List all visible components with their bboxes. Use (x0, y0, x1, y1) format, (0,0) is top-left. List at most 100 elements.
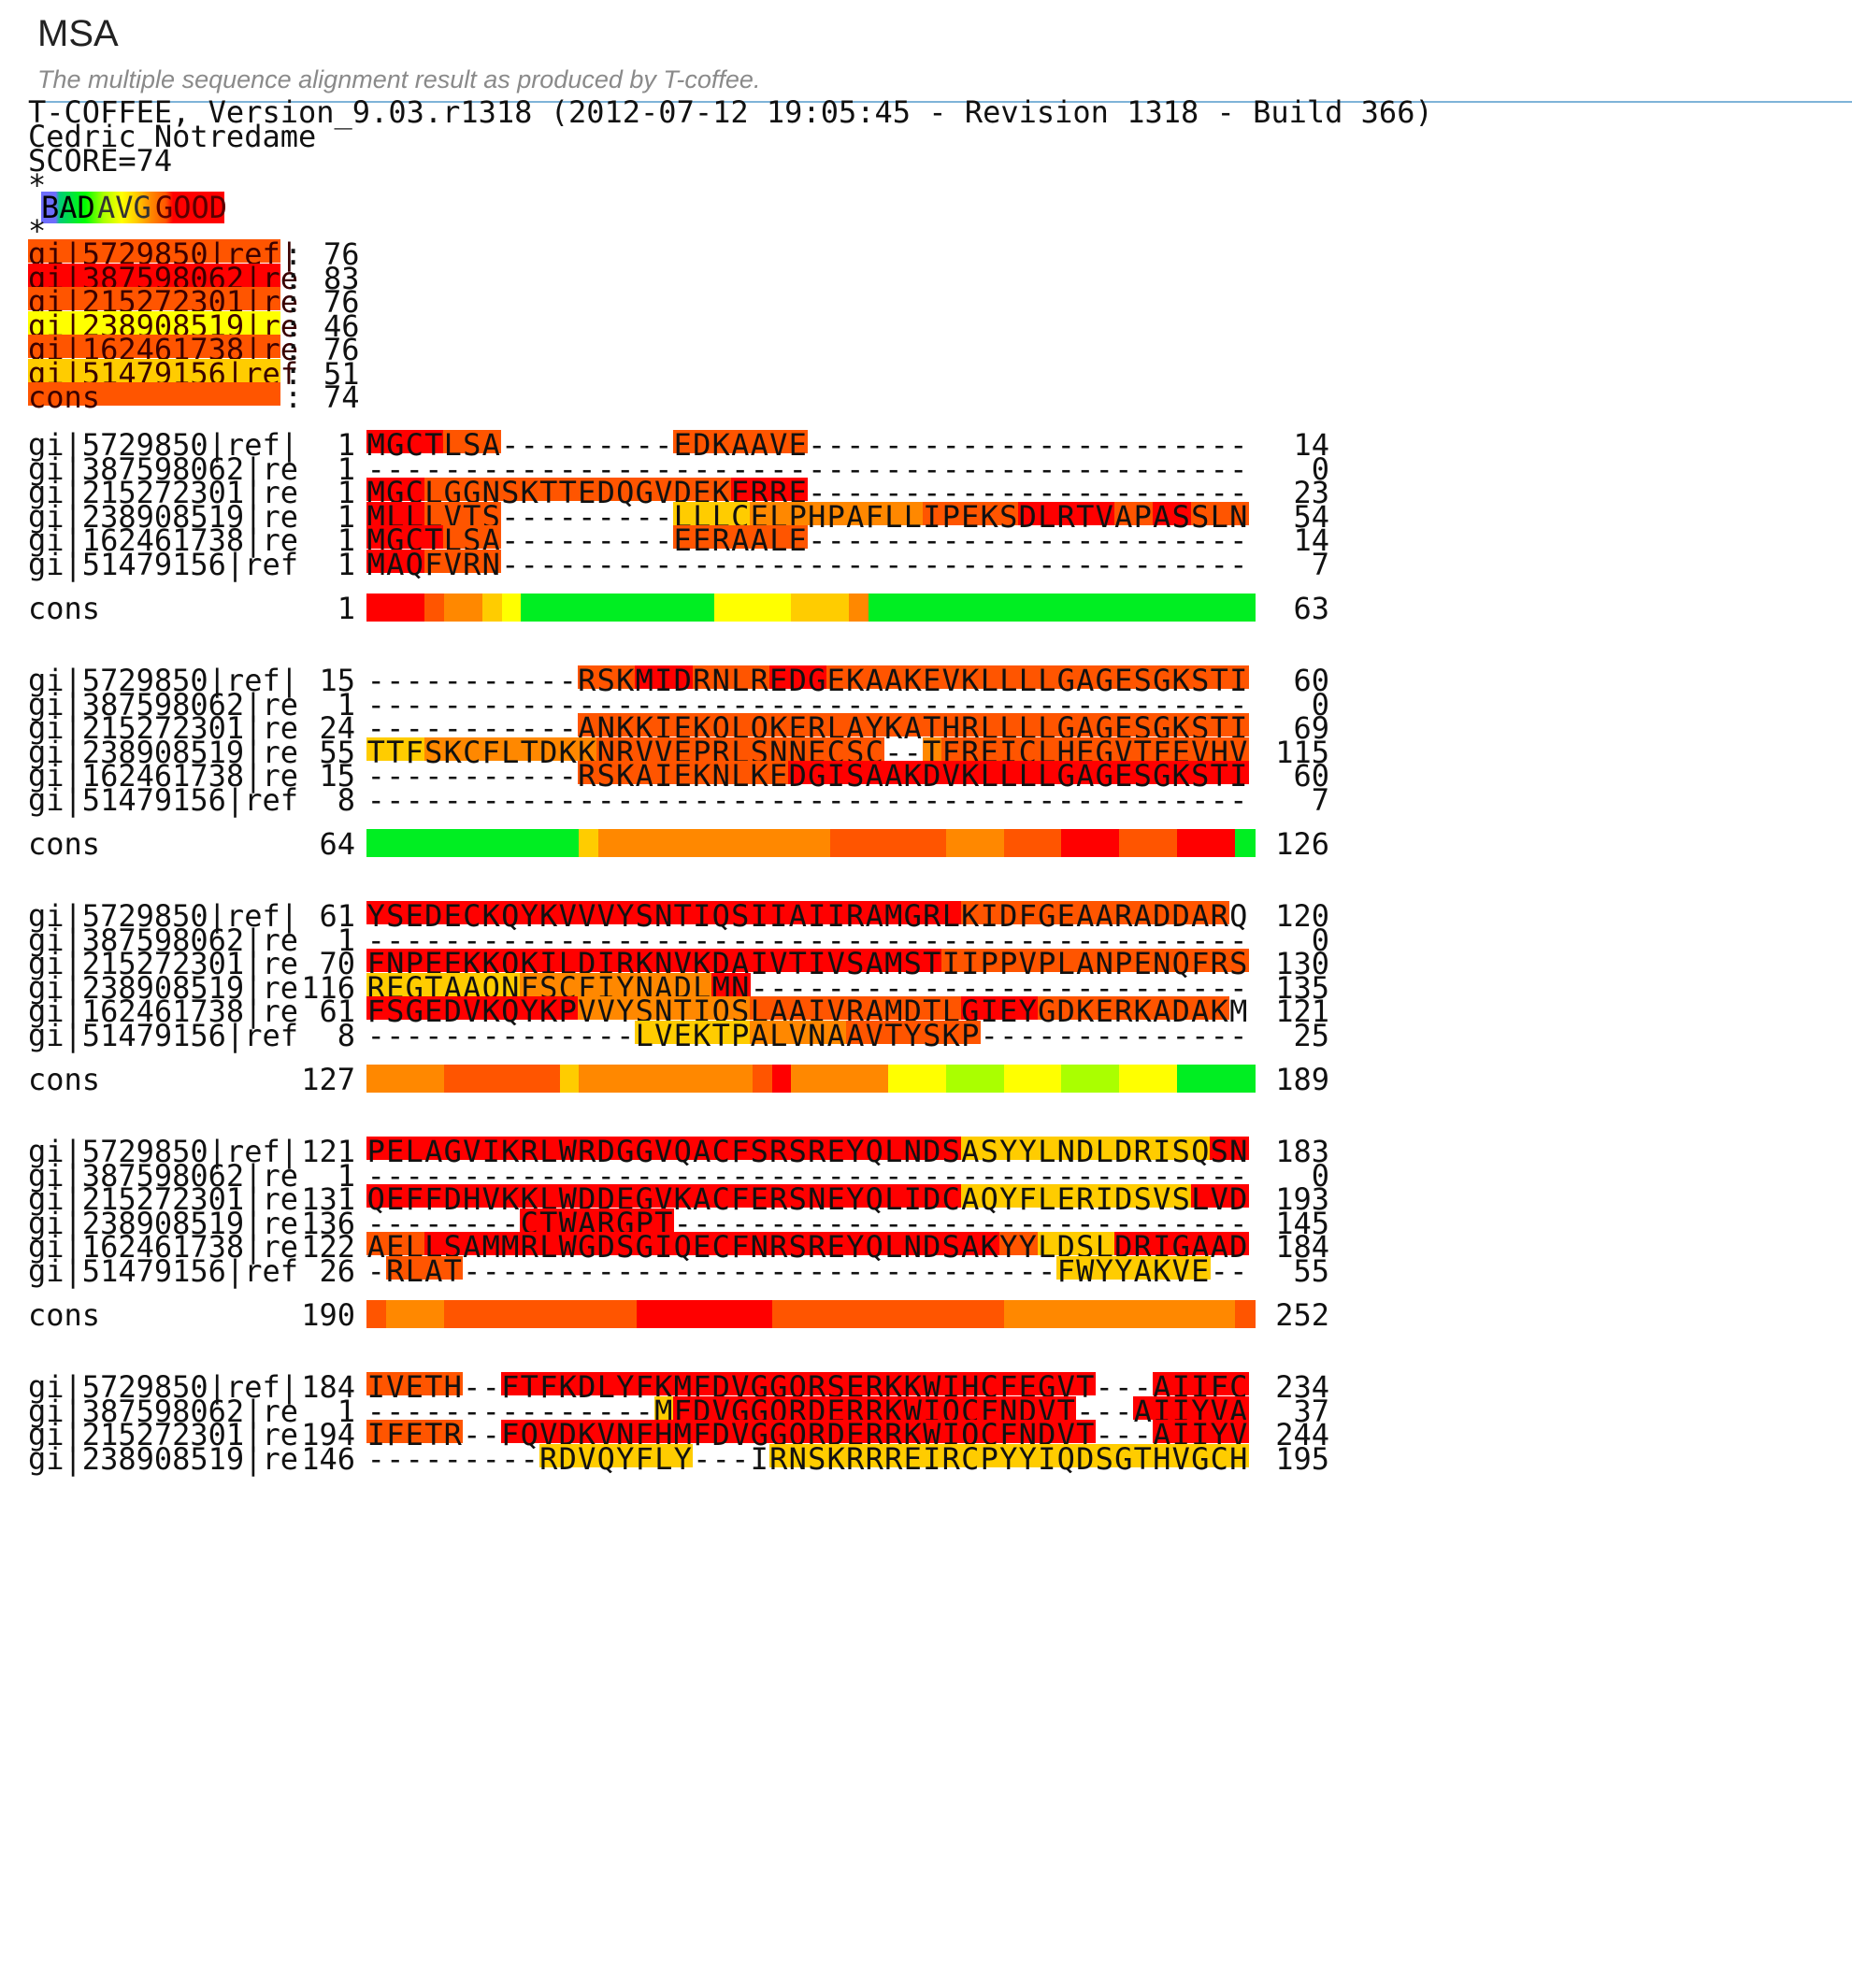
residue: L (386, 498, 405, 535)
residue: - (961, 475, 980, 510)
score-row-highlight (28, 287, 280, 310)
consensus-bar (829, 594, 850, 622)
consensus-bar (1061, 1300, 1082, 1328)
residue: L (903, 498, 922, 535)
residue-highlight (692, 665, 712, 689)
residue: V (443, 498, 462, 535)
residue: - (673, 1252, 692, 1289)
residue: C (405, 427, 424, 463)
residue: L (673, 498, 692, 535)
residue: - (654, 451, 673, 487)
residue: - (693, 1440, 711, 1477)
residue: - (1229, 427, 1248, 463)
residue: R (1056, 498, 1075, 535)
consensus-bar (539, 1300, 561, 1328)
residue: - (808, 427, 826, 463)
consensus-bar (1061, 829, 1082, 857)
residue-highlight (1095, 501, 1115, 525)
consensus-bar (1197, 1300, 1217, 1328)
residue: - (961, 546, 980, 582)
consensus-bar (771, 829, 792, 857)
residue: - (539, 427, 558, 463)
consensus-bar (887, 594, 908, 622)
consensus-bar (1119, 829, 1140, 857)
score-row-value: 76 (323, 284, 360, 320)
residue: - (846, 1252, 865, 1289)
residue: - (1171, 475, 1190, 510)
residue: - (961, 451, 980, 487)
residue-highlight (883, 501, 904, 525)
consensus-bar (791, 829, 811, 857)
consensus-bar (1081, 594, 1101, 622)
sequence-end: 7 (1311, 781, 1329, 818)
consensus-bar (443, 1300, 464, 1328)
consensus-bar (907, 1300, 927, 1328)
residue: D (673, 475, 692, 510)
residue: - (520, 451, 538, 487)
residue-highlight (1056, 501, 1077, 525)
consensus-bar (1177, 1065, 1198, 1093)
residue-highlight (424, 430, 444, 453)
score-row-value: 76 (323, 332, 360, 367)
residue: - (846, 522, 865, 558)
consensus-bar (559, 829, 580, 857)
residue-highlight (385, 430, 406, 453)
score-row-highlight (28, 263, 280, 287)
residue: L (693, 498, 711, 535)
residue: - (1229, 522, 1248, 558)
residue: A (386, 546, 405, 582)
consensus-bar (1177, 594, 1198, 622)
residue: K (693, 1017, 711, 1053)
residue: - (1038, 546, 1056, 582)
residue: - (366, 781, 385, 818)
sequence-start: 15 (319, 663, 355, 698)
residue: - (1191, 451, 1210, 487)
residue-highlight (788, 525, 809, 549)
residue: - (578, 427, 596, 463)
residue: - (1076, 475, 1095, 510)
residue-highlight (673, 665, 694, 689)
residue: - (520, 663, 538, 698)
residue: - (596, 522, 615, 558)
consensus-bar (926, 829, 947, 857)
residue: C (405, 475, 424, 510)
residue: - (999, 781, 1018, 818)
residue-highlight (711, 430, 732, 453)
residue: - (366, 1017, 385, 1053)
consensus-bar (1003, 1300, 1024, 1328)
residue: - (1133, 1017, 1152, 1053)
consensus-end: 63 (1293, 591, 1329, 626)
consensus-label: cons (28, 1062, 101, 1097)
residue: - (1038, 781, 1056, 818)
residue: E (673, 522, 692, 558)
consensus-bar (405, 1065, 425, 1093)
consensus-bar (675, 1300, 696, 1328)
residue: - (501, 451, 520, 487)
residue-highlight (443, 430, 464, 453)
residue: S (999, 498, 1018, 535)
residue: - (865, 451, 883, 487)
consensus-bar (675, 1065, 696, 1093)
residue-highlight (711, 665, 732, 689)
consensus-bar (849, 594, 869, 622)
consensus-bar (1003, 594, 1024, 622)
residue: - (1229, 475, 1248, 510)
consensus-bar (597, 1300, 619, 1328)
residue: - (1133, 451, 1152, 487)
score-row-colon: : (284, 332, 303, 367)
residue: - (1018, 1252, 1037, 1289)
consensus-bar (1157, 1065, 1178, 1093)
consensus-bar (559, 1065, 580, 1093)
residue: - (443, 1017, 462, 1053)
residue: - (520, 427, 538, 463)
residue: V (654, 475, 673, 510)
residue: V (865, 1017, 883, 1053)
residue-highlight (865, 501, 885, 525)
residue: G (463, 475, 481, 510)
residue: - (539, 663, 558, 698)
consensus-bar (501, 829, 522, 857)
consensus-bar (1061, 1065, 1082, 1093)
residue: - (693, 546, 711, 582)
residue-highlight (443, 501, 464, 525)
consensus-start: 64 (319, 826, 355, 862)
